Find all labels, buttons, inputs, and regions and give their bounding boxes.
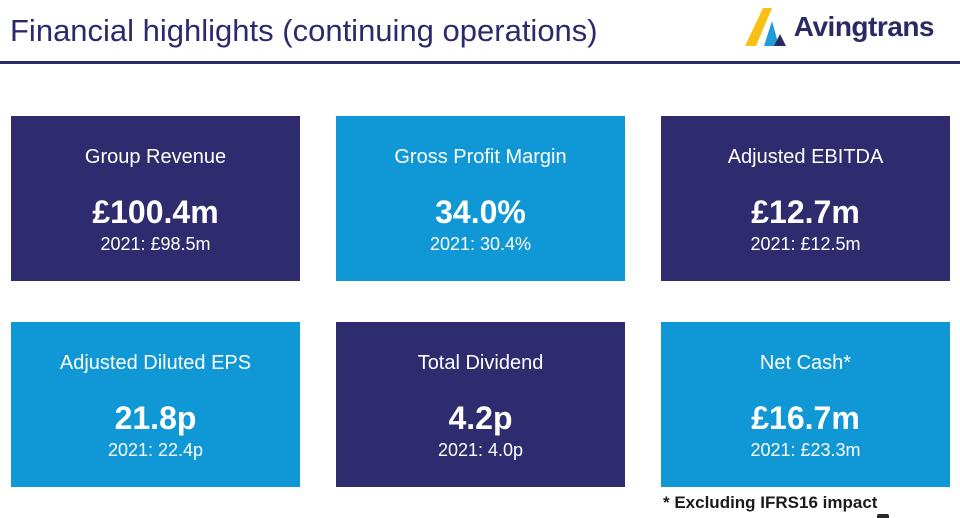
kpi-prior-year: 2021: 30.4% bbox=[429, 233, 532, 254]
avingtrans-logo-icon bbox=[744, 8, 787, 46]
kpi-label: Group Revenue bbox=[84, 146, 227, 169]
kpi-card-total-dividend: Total Dividend 4.2p 2021: 4.0p bbox=[336, 322, 625, 487]
kpi-value: £16.7m bbox=[751, 400, 860, 437]
kpi-card-adjusted-diluted-eps: Adjusted Diluted EPS 21.8p 2021: 22.4p bbox=[11, 322, 300, 487]
kpi-prior-year: 2021: 22.4p bbox=[107, 439, 204, 460]
kpi-card-adjusted-ebitda: Adjusted EBITDA £12.7m 2021: £12.5m bbox=[661, 116, 950, 281]
kpi-label: Total Dividend bbox=[417, 352, 544, 375]
kpi-grid: Group Revenue £100.4m 2021: £98.5m Gross… bbox=[11, 116, 950, 487]
kpi-value: 4.2p bbox=[448, 400, 513, 437]
kpi-label: Net Cash* bbox=[759, 352, 852, 375]
title-divider-rule bbox=[0, 61, 960, 64]
avingtrans-logo: Avingtrans bbox=[744, 8, 935, 46]
page-number-partial bbox=[877, 514, 889, 518]
kpi-card-gross-profit-margin: Gross Profit Margin 34.0% 2021: 30.4% bbox=[336, 116, 625, 281]
slide-title: Financial highlights (continuing operati… bbox=[10, 13, 598, 48]
kpi-value: £100.4m bbox=[92, 194, 219, 231]
ifrs16-footnote: * Excluding IFRS16 impact bbox=[663, 493, 878, 512]
kpi-value: £12.7m bbox=[751, 194, 860, 231]
avingtrans-logo-text: Avingtrans bbox=[793, 11, 935, 42]
kpi-label: Adjusted EBITDA bbox=[727, 146, 884, 169]
kpi-prior-year: 2021: 4.0p bbox=[437, 439, 524, 460]
kpi-prior-year: 2021: £23.3m bbox=[750, 439, 861, 460]
kpi-label: Gross Profit Margin bbox=[394, 146, 567, 169]
kpi-prior-year: 2021: £12.5m bbox=[750, 233, 861, 254]
kpi-value: 34.0% bbox=[435, 194, 526, 231]
kpi-card-net-cash: Net Cash* £16.7m 2021: £23.3m bbox=[661, 322, 950, 487]
kpi-card-group-revenue: Group Revenue £100.4m 2021: £98.5m bbox=[11, 116, 300, 281]
kpi-label: Adjusted Diluted EPS bbox=[59, 352, 252, 375]
kpi-prior-year: 2021: £98.5m bbox=[100, 233, 211, 254]
kpi-value: 21.8p bbox=[114, 400, 197, 437]
